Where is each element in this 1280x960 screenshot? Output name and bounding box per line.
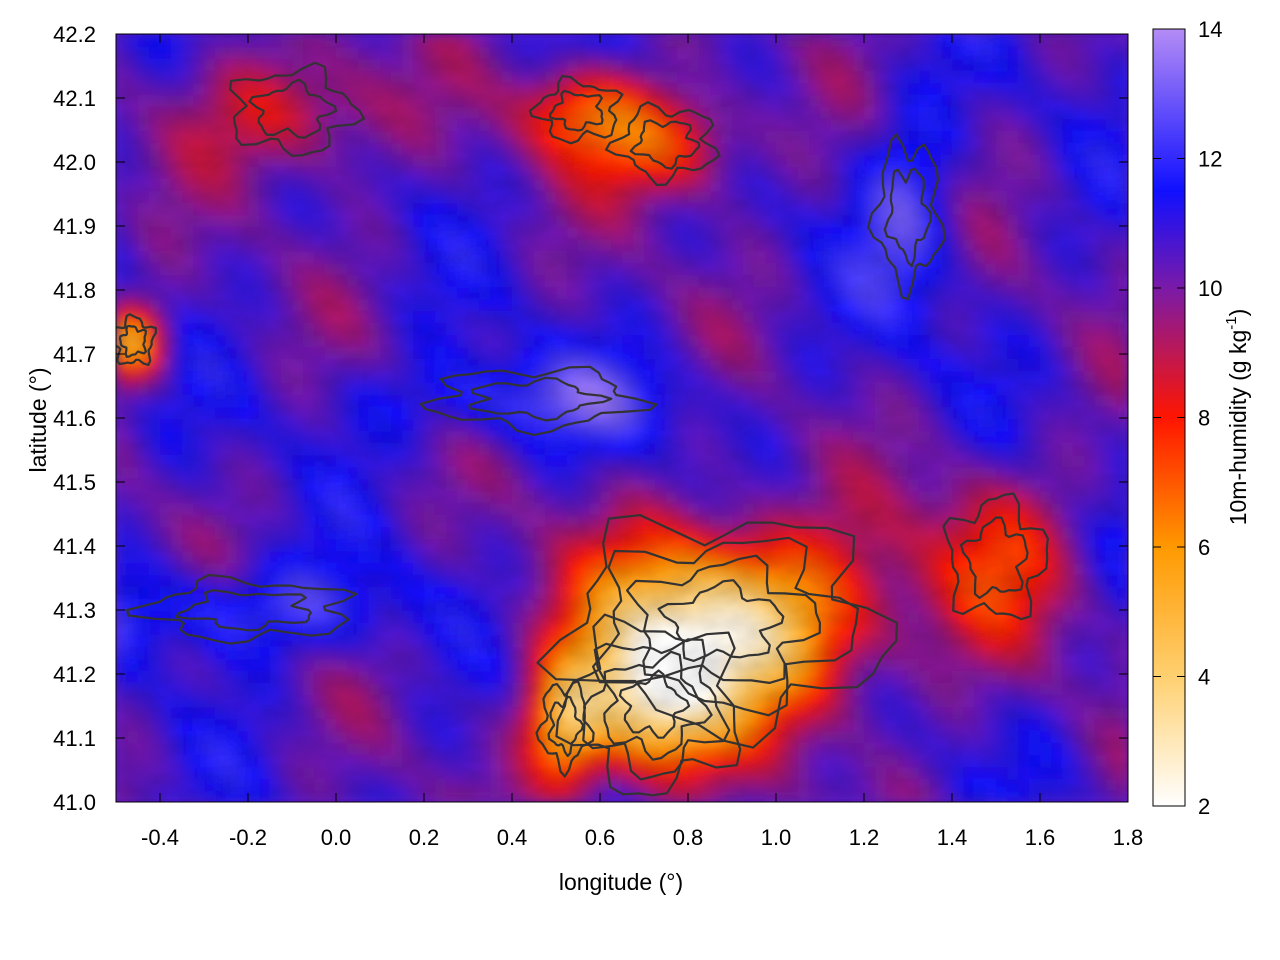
plot-area: [116, 34, 1128, 802]
